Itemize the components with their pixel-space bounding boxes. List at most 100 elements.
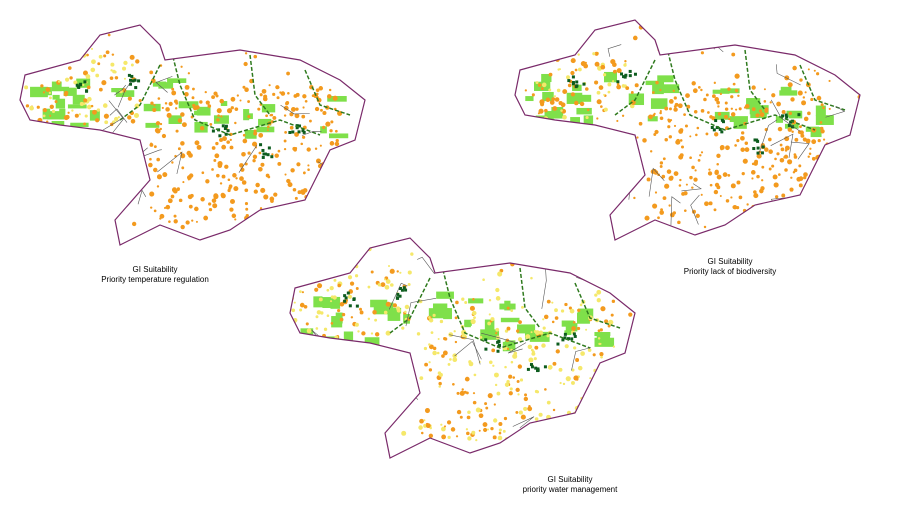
suitability-dot xyxy=(570,58,576,64)
suitability-dot xyxy=(553,95,556,98)
suitability-dot xyxy=(771,164,775,168)
suitability-dot xyxy=(483,427,488,433)
suitability-dot xyxy=(343,75,349,81)
suitability-dot xyxy=(652,91,655,94)
suitability-dot xyxy=(700,88,703,92)
suitability-dot xyxy=(492,364,495,367)
suitability-dot xyxy=(177,147,181,151)
suitability-dot xyxy=(213,91,218,96)
suitability-dot xyxy=(744,141,749,145)
suitability-dot xyxy=(830,155,836,161)
suitability-dot xyxy=(315,158,321,164)
suitability-dot xyxy=(554,316,559,320)
suitability-dot xyxy=(646,177,651,182)
green-patch xyxy=(76,78,91,88)
suitability-dot xyxy=(370,270,374,274)
suitability-dot xyxy=(247,151,251,155)
suitability-dot xyxy=(559,381,562,385)
suitability-dot xyxy=(634,233,639,238)
green-patch xyxy=(364,337,380,346)
suitability-dot xyxy=(461,297,465,301)
suitability-dot xyxy=(490,317,495,322)
suitability-dot xyxy=(607,373,610,377)
suitability-dot xyxy=(616,119,619,123)
suitability-dot xyxy=(543,314,549,320)
suitability-dot xyxy=(380,282,386,287)
district-boundary xyxy=(532,43,547,50)
suitability-dot xyxy=(361,432,366,436)
suitability-dot xyxy=(776,152,780,156)
suitability-dot xyxy=(79,101,84,106)
suitability-dot xyxy=(152,107,157,113)
suitability-dot xyxy=(242,138,248,144)
suitability-dot xyxy=(47,56,53,62)
suitability-dot xyxy=(466,431,470,436)
suitability-dot xyxy=(596,373,600,378)
suitability-dot xyxy=(616,84,622,90)
suitability-dot xyxy=(620,387,625,392)
suitability-dot xyxy=(307,164,310,167)
suitability-dot xyxy=(716,100,720,105)
river-line xyxy=(574,282,621,329)
suitability-dot xyxy=(429,344,434,350)
suitability-dot xyxy=(303,304,308,309)
urban-core xyxy=(398,294,402,298)
green-patch xyxy=(500,317,520,323)
urban-core xyxy=(755,138,759,142)
suitability-dot xyxy=(424,408,430,414)
suitability-dot xyxy=(821,227,824,231)
suitability-dot xyxy=(599,388,605,394)
suitability-dot xyxy=(521,305,525,309)
suitability-dot xyxy=(347,275,353,280)
suitability-dot xyxy=(659,111,662,115)
suitability-dot xyxy=(231,213,237,219)
suitability-dot xyxy=(562,157,567,162)
suitability-dot xyxy=(512,376,516,379)
suitability-dot xyxy=(244,162,248,166)
suitability-dot xyxy=(652,203,658,209)
suitability-dot xyxy=(446,420,452,425)
suitability-dot xyxy=(40,122,44,126)
suitability-dot xyxy=(199,126,205,131)
suitability-dot xyxy=(271,153,274,156)
suitability-dot xyxy=(669,175,674,180)
suitability-dot xyxy=(219,182,223,185)
suitability-dot xyxy=(741,131,745,135)
suitability-dot xyxy=(195,220,198,223)
suitability-dot xyxy=(625,86,630,90)
suitability-dot xyxy=(644,215,650,221)
district-boundary xyxy=(301,131,322,136)
suitability-dot xyxy=(564,205,569,209)
suitability-dot xyxy=(607,324,611,328)
green-patch xyxy=(313,296,323,308)
suitability-dot xyxy=(487,393,493,399)
suitability-dot xyxy=(767,208,771,213)
district-boundary xyxy=(779,199,810,227)
suitability-dot xyxy=(779,29,784,34)
suitability-dot xyxy=(277,161,282,166)
suitability-dot xyxy=(129,54,135,60)
suitability-dot xyxy=(26,64,31,69)
suitability-dot xyxy=(239,99,242,102)
suitability-dot xyxy=(51,109,56,114)
suitability-dot xyxy=(662,196,667,201)
suitability-dot xyxy=(494,383,498,387)
suitability-dot xyxy=(515,112,517,116)
suitability-dot xyxy=(71,109,74,112)
suitability-dot xyxy=(161,133,167,139)
suitability-dot xyxy=(323,327,328,331)
suitability-dot xyxy=(598,342,601,346)
suitability-dot xyxy=(518,320,522,324)
urban-core xyxy=(561,338,565,342)
suitability-dot xyxy=(187,72,191,75)
suitability-dot xyxy=(332,230,337,235)
suitability-dot xyxy=(184,84,190,90)
suitability-dot xyxy=(274,153,279,158)
suitability-dot xyxy=(653,21,659,27)
suitability-dot xyxy=(283,139,287,143)
suitability-dot xyxy=(485,406,489,410)
suitability-dot xyxy=(704,201,709,207)
urban-core xyxy=(534,366,538,370)
green-patch xyxy=(564,330,572,335)
suitability-dot xyxy=(138,170,143,175)
